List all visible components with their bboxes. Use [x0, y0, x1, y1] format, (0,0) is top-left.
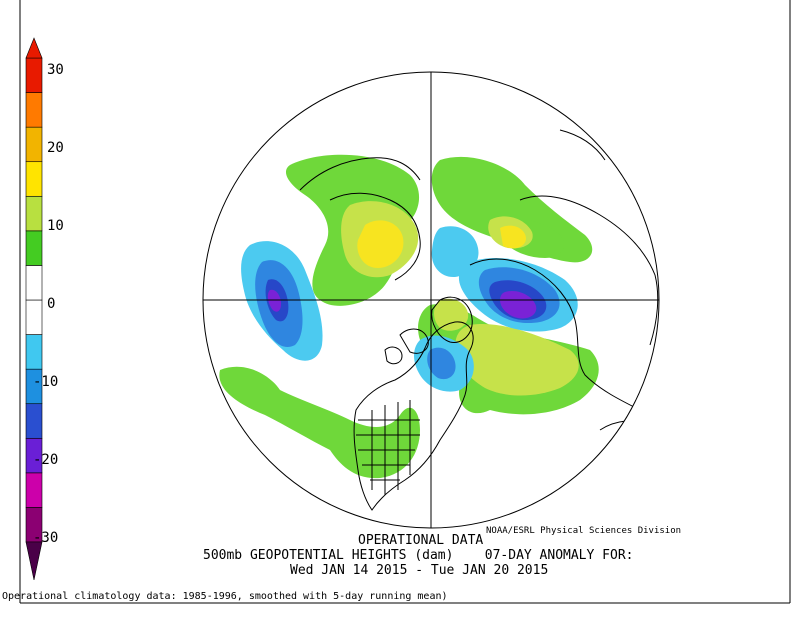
- colorbar-segment: [25, 126, 43, 163]
- colorbar-tick-label: 0: [47, 296, 56, 312]
- anomaly-fill-yellow: [357, 220, 526, 268]
- colorbar-tick-label: -20: [33, 452, 59, 468]
- colorbar-segment: [25, 195, 43, 232]
- caption-line-3: Wed JAN 14 2015 - Tue JAN 20 2015: [290, 563, 549, 578]
- colorbar-segment: [25, 161, 43, 197]
- colorbar-tick-label: 10: [47, 218, 64, 234]
- polar-map: [203, 72, 659, 528]
- footnote: Operational climatology data: 1985-1996,…: [2, 591, 448, 602]
- colorbar-segment: [25, 265, 43, 301]
- colorbar-segment: [25, 230, 43, 266]
- colorbar-tick-label: -30: [33, 530, 59, 546]
- colorbar-segment: [25, 403, 43, 439]
- colorbar-min-arrow: [25, 541, 43, 581]
- colorbar-segment: [25, 57, 43, 93]
- caption-line-1: OPERATIONAL DATA: [358, 533, 484, 548]
- colorbar: [25, 37, 43, 581]
- caption-line-2: 500mb GEOPOTENTIAL HEIGHTS (dam) 07-DAY …: [203, 548, 634, 563]
- anomaly-fill-purple: [267, 289, 537, 319]
- colorbar-tick-label: 30: [47, 62, 64, 78]
- colorbar-max-arrow: [25, 37, 43, 59]
- colorbar-segment: [25, 299, 43, 335]
- colorbar-segment: [25, 92, 43, 128]
- map-boundary: [202, 71, 660, 529]
- colorbar-tick-label: -10: [33, 374, 59, 390]
- colorbar-segment: [25, 472, 43, 508]
- credit-text: NOAA/ESRL Physical Sciences Division: [486, 526, 682, 536]
- colorbar-tick-label: 20: [47, 140, 64, 156]
- colorbar-segment: [25, 334, 43, 370]
